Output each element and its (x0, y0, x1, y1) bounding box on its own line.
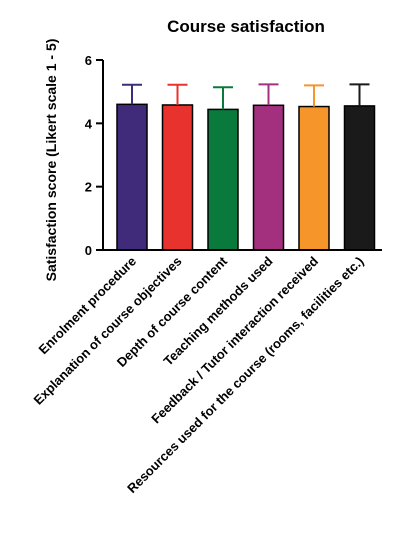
y-tick-label-3: 6 (85, 53, 92, 68)
bar-1 (116, 103, 148, 251)
chart-title: Course satisfaction (167, 17, 325, 36)
y-axis-label: Satisfaction score (Likert scale 1 - 5) (43, 39, 59, 282)
y-tick-label-0: 0 (85, 243, 92, 258)
axes-group (102, 60, 382, 251)
y-ticks-group: 0 2 4 6 (85, 53, 103, 258)
bars-group (116, 103, 376, 251)
error-bars-group (122, 83, 370, 110)
bar-2 (161, 104, 194, 251)
bar-5 (298, 105, 330, 251)
y-tick-label-1: 2 (85, 180, 92, 195)
bar-4 (252, 104, 285, 251)
y-tick-label-2: 4 (85, 116, 93, 131)
bar-6 (343, 105, 376, 251)
bar-3 (207, 108, 239, 251)
category-label-5: Feedback / Tutor interaction received (148, 253, 321, 426)
